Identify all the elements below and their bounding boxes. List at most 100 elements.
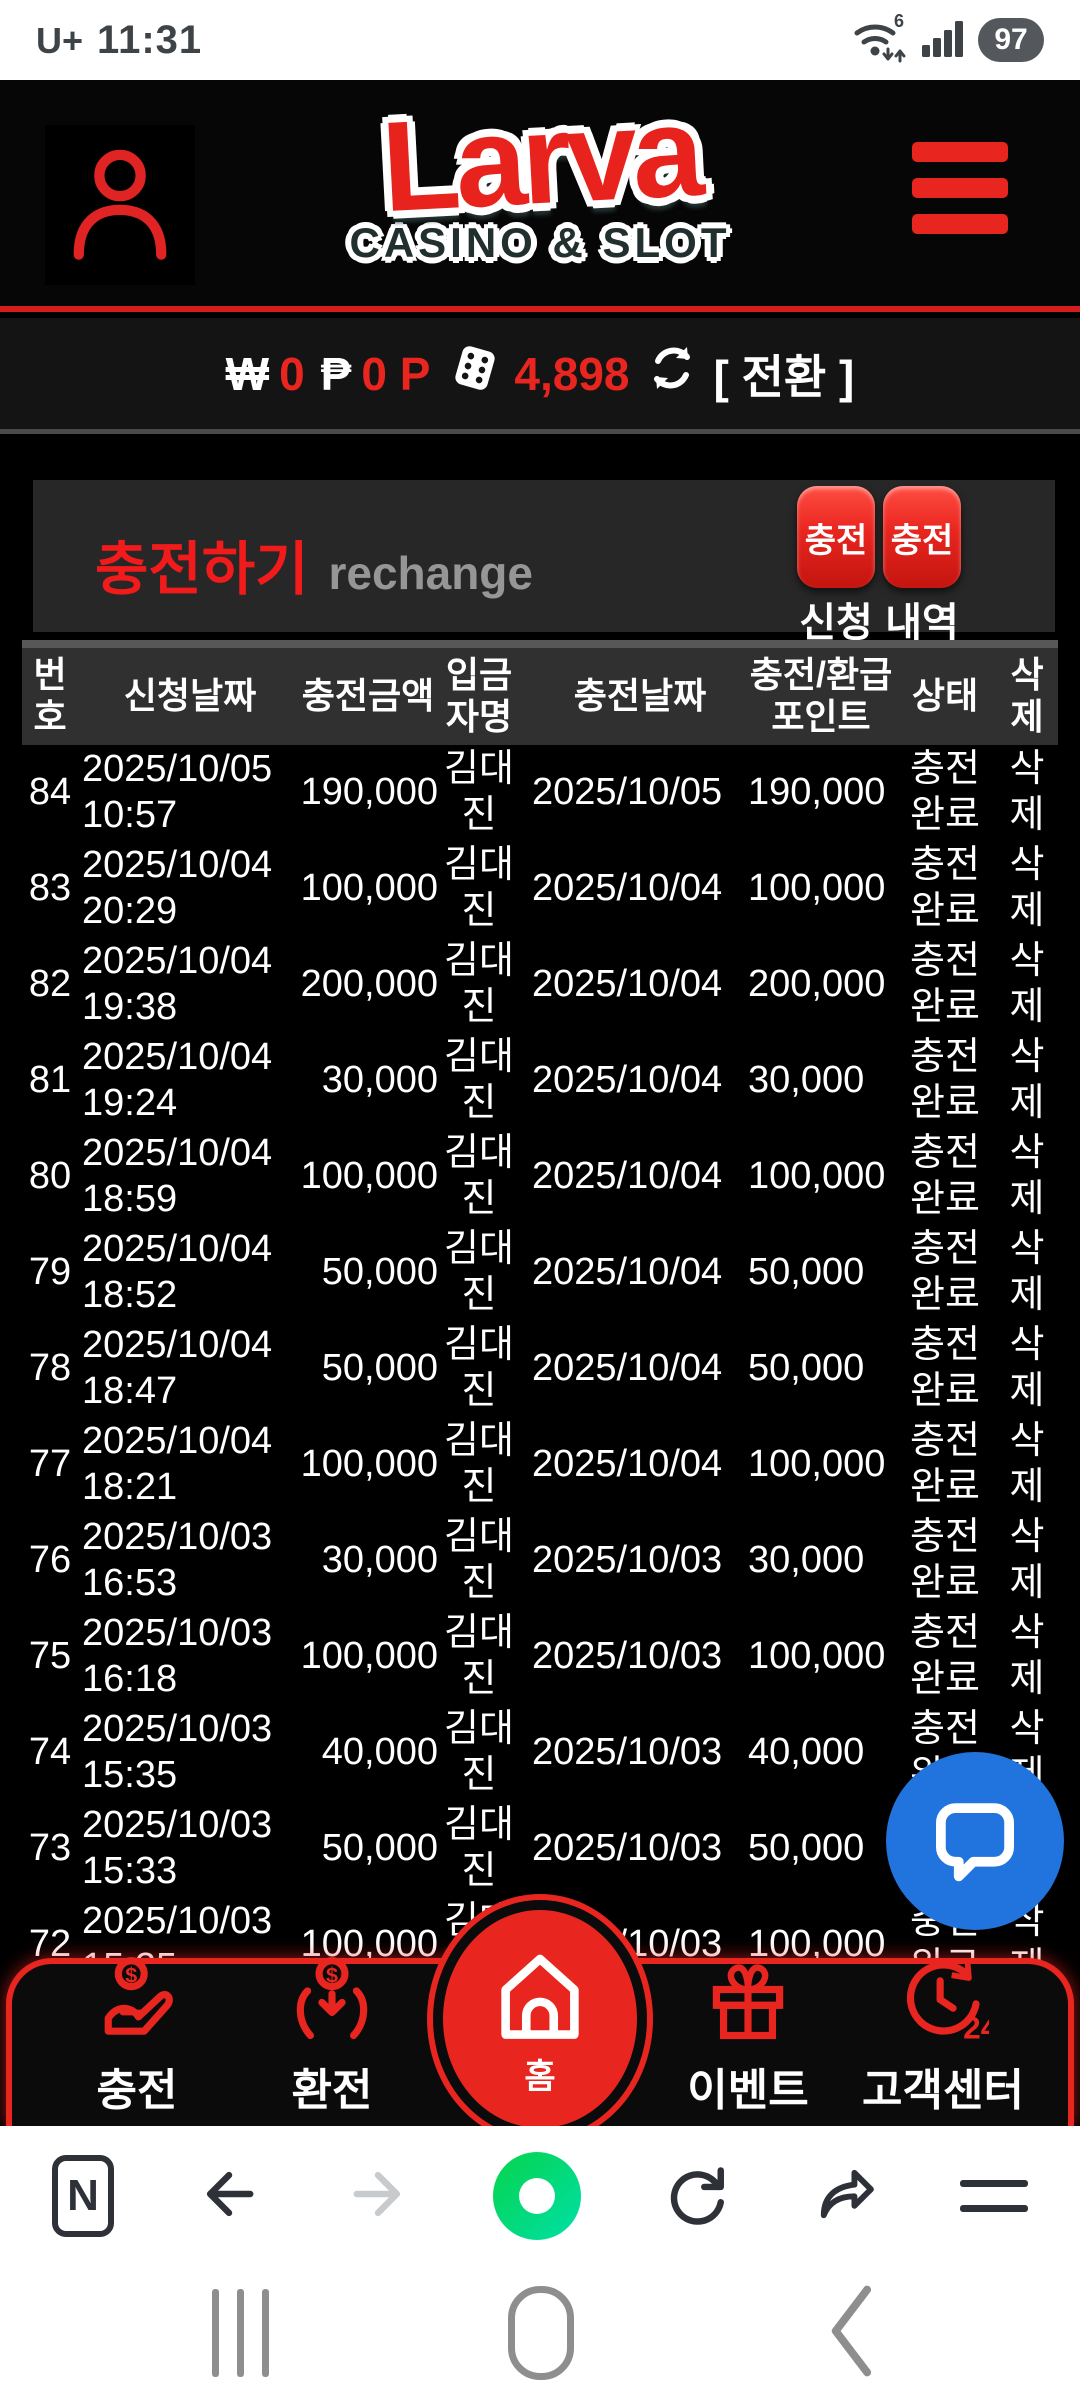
cell-depositor: 김대진	[444, 1708, 514, 1796]
nav-item-events[interactable]: 이벤트	[653, 1955, 843, 2118]
status-badge: 충전완료	[910, 748, 980, 836]
delete-button[interactable]: 삭제	[1009, 1324, 1045, 1412]
naver-home-button[interactable]	[492, 2152, 581, 2240]
cell-depositor: 김대진	[444, 1804, 514, 1892]
naver-app-icon[interactable]: N	[52, 2155, 114, 2237]
cell-depositor: 김대진	[444, 1228, 514, 1316]
delete-button[interactable]: 삭제	[1009, 844, 1045, 932]
table-row: 83 2025/10/04 20:29 100,000 김대진 2025/10/…	[22, 840, 1058, 937]
delete-button[interactable]: 삭제	[1009, 1036, 1045, 1124]
recharge-apply-button[interactable]: 충전	[797, 486, 875, 588]
table-row: 80 2025/10/04 18:59 100,000 김대진 2025/10/…	[22, 1128, 1058, 1225]
cell-no: 74	[28, 1731, 72, 1774]
cell-depositor: 김대진	[444, 940, 514, 1028]
col-header-no: 번호	[33, 654, 67, 738]
col-header-amount: 충전금액	[301, 675, 435, 717]
cell-depositor: 김대진	[444, 748, 514, 836]
cell-points: 50,000	[748, 1827, 865, 1870]
cell-amount: 200,000	[300, 963, 438, 1006]
delete-button[interactable]: 삭제	[1009, 1132, 1045, 1220]
cell-applied-date: 2025/10/04 18:21	[82, 1420, 273, 1508]
convert-button[interactable]: [ 전환 ]	[713, 350, 855, 403]
cell-no: 76	[28, 1539, 72, 1582]
profile-button[interactable]	[45, 125, 195, 285]
nav-label-support: 고객센터	[862, 2066, 1024, 2115]
cell-amount: 100,000	[300, 1443, 438, 1486]
recharge-panel: 충전하기 rechange 충전 충전 신청 내역	[33, 480, 1055, 645]
cell-recharge-date: 2025/10/04	[532, 867, 723, 910]
recharge-history-button-label[interactable]: 내역	[885, 601, 959, 645]
browser-toolbar: N	[0, 2126, 1080, 2266]
cell-applied-date: 2025/10/03 16:53	[82, 1516, 273, 1604]
table-row: 79 2025/10/04 18:52 50,000 김대진 2025/10/0…	[22, 1224, 1058, 1321]
page-subtitle: rechange	[328, 547, 533, 599]
nav-home-button[interactable]: 홈	[433, 1900, 647, 2138]
status-clock: 11:31	[97, 17, 203, 62]
cell-recharge-date: 2025/10/04	[532, 963, 723, 1006]
status-bar: U+ 11:31 6	[0, 0, 1080, 80]
cell-amount: 30,000	[321, 1539, 438, 1582]
refresh-balance-button[interactable]	[646, 342, 698, 405]
cell-applied-date: 2025/10/03 15:35	[82, 1708, 273, 1796]
nav-item-support[interactable]: 24 고객센터	[848, 1955, 1038, 2118]
balance-bar: ₩ 0 ₱ 0 P 4,898	[0, 318, 1080, 434]
bottom-nav: $ 충전 $ 환전	[6, 1900, 1074, 2138]
table-row: 76 2025/10/03 16:53 30,000 김대진 2025/10/0…	[22, 1512, 1058, 1609]
browser-back-button[interactable]	[196, 2161, 262, 2232]
col-header-applied-date: 신청날짜	[123, 675, 257, 717]
points-balance: 4,898	[446, 339, 630, 408]
svg-text:$: $	[326, 1962, 338, 1987]
delete-button[interactable]: 삭제	[1009, 1420, 1045, 1508]
points-value: 4,898	[514, 347, 630, 400]
cell-amount: 50,000	[321, 1827, 438, 1870]
col-header-status: 상태	[911, 675, 979, 717]
status-badge: 충전완료	[910, 1420, 980, 1508]
cell-no: 73	[28, 1827, 72, 1870]
delete-button[interactable]: 삭제	[1009, 1516, 1045, 1604]
battery-icon: 97	[978, 18, 1044, 62]
chat-fab-button[interactable]	[886, 1752, 1064, 1930]
cell-recharge-date: 2025/10/03	[532, 1539, 723, 1582]
share-icon[interactable]	[812, 2161, 878, 2232]
menu-button[interactable]	[912, 142, 1008, 234]
status-badge: 충전완료	[910, 1228, 980, 1316]
nav-item-recharge[interactable]: $ 충전	[42, 1955, 232, 2118]
nav-item-exchange[interactable]: $ 환전	[237, 1955, 427, 2118]
cell-recharge-date: 2025/10/03	[532, 1827, 723, 1870]
cell-depositor: 김대진	[444, 1036, 514, 1124]
android-home-button[interactable]	[508, 2286, 574, 2380]
browser-refresh-button[interactable]	[663, 2161, 729, 2232]
cell-points: 100,000	[748, 1155, 886, 1198]
delete-button[interactable]: 삭제	[1009, 748, 1045, 836]
browser-forward-button[interactable]	[345, 2161, 411, 2232]
cell-no: 80	[28, 1155, 72, 1198]
delete-button[interactable]: 삭제	[1009, 1228, 1045, 1316]
cell-amount: 100,000	[300, 1635, 438, 1678]
cell-depositor: 김대진	[444, 1324, 514, 1412]
krw-symbol: ₩	[225, 347, 270, 400]
col-header-points: 충전/환급 포인트	[749, 654, 893, 738]
cell-depositor: 김대진	[444, 1612, 514, 1700]
delete-button[interactable]: 삭제	[1009, 940, 1045, 1028]
table-row: 77 2025/10/04 18:21 100,000 김대진 2025/10/…	[22, 1416, 1058, 1513]
recharge-apply-button-label[interactable]: 신청	[799, 601, 873, 645]
status-badge: 충전완료	[910, 1612, 980, 1700]
svg-text:6: 6	[894, 11, 904, 31]
logo-wordmark: Larva	[378, 79, 702, 240]
person-icon	[65, 133, 175, 278]
recharge-history-button[interactable]: 충전	[883, 486, 961, 588]
cell-no: 78	[28, 1347, 72, 1390]
cell-no: 81	[28, 1059, 72, 1102]
table-row: 81 2025/10/04 19:24 30,000 김대진 2025/10/0…	[22, 1032, 1058, 1129]
delete-button[interactable]: 삭제	[1009, 1612, 1045, 1700]
cell-amount: 50,000	[321, 1347, 438, 1390]
peso-balance: ₱ 0 P	[321, 347, 431, 401]
recharge-table: 번호 신청날짜 충전금액 입금자명 충전날짜 충전/환급 포인트 상태 삭제 8…	[22, 640, 1058, 1993]
recents-button[interactable]	[212, 2289, 269, 2377]
cell-applied-date: 2025/10/04 18:52	[82, 1228, 273, 1316]
cell-no: 79	[28, 1251, 72, 1294]
col-header-depositor: 입금자명	[445, 654, 513, 738]
browser-menu-button[interactable]	[959, 2180, 1028, 2212]
android-back-button[interactable]	[820, 2281, 880, 2386]
